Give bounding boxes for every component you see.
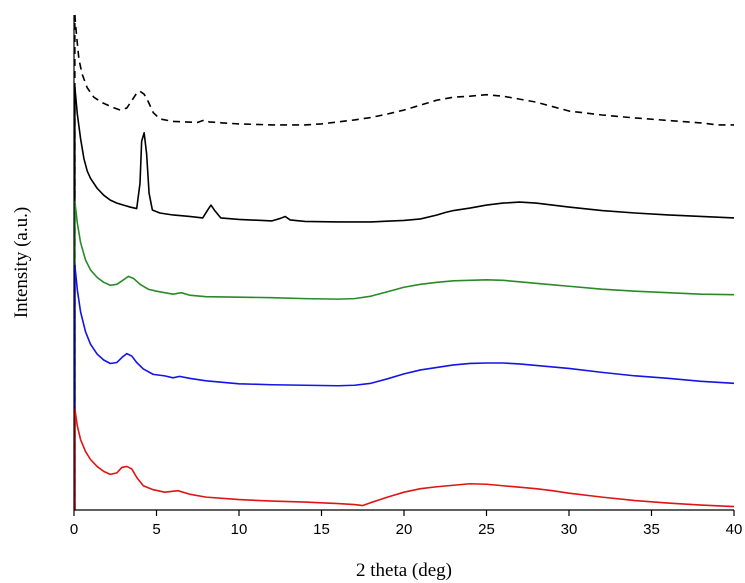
x-tick-label: 20 [396, 521, 413, 538]
x-tick-label: 10 [231, 521, 248, 538]
series-layer [74, 14, 735, 510]
x-tick-label: 35 [643, 521, 660, 538]
series-line-2 [74, 86, 735, 223]
x-axis-title: 2 theta (deg) [356, 560, 452, 581]
series-line-4 [74, 264, 735, 387]
series-line-3 [74, 201, 735, 300]
series-line-5 [74, 408, 735, 508]
x-tick-label: 5 [152, 521, 160, 538]
y-axis-title: Intensity (a.u.) [11, 207, 32, 318]
x-axis-ticks: 0 5 10 15 20 25 30 35 40 [70, 510, 743, 538]
series-line-1 [74, 14, 734, 126]
x-tick-label: 30 [561, 521, 578, 538]
x-tick-label: 25 [478, 521, 495, 538]
x-tick-label: 0 [70, 521, 78, 538]
x-tick-label: 15 [313, 521, 330, 538]
x-tick-label: 40 [726, 521, 743, 538]
